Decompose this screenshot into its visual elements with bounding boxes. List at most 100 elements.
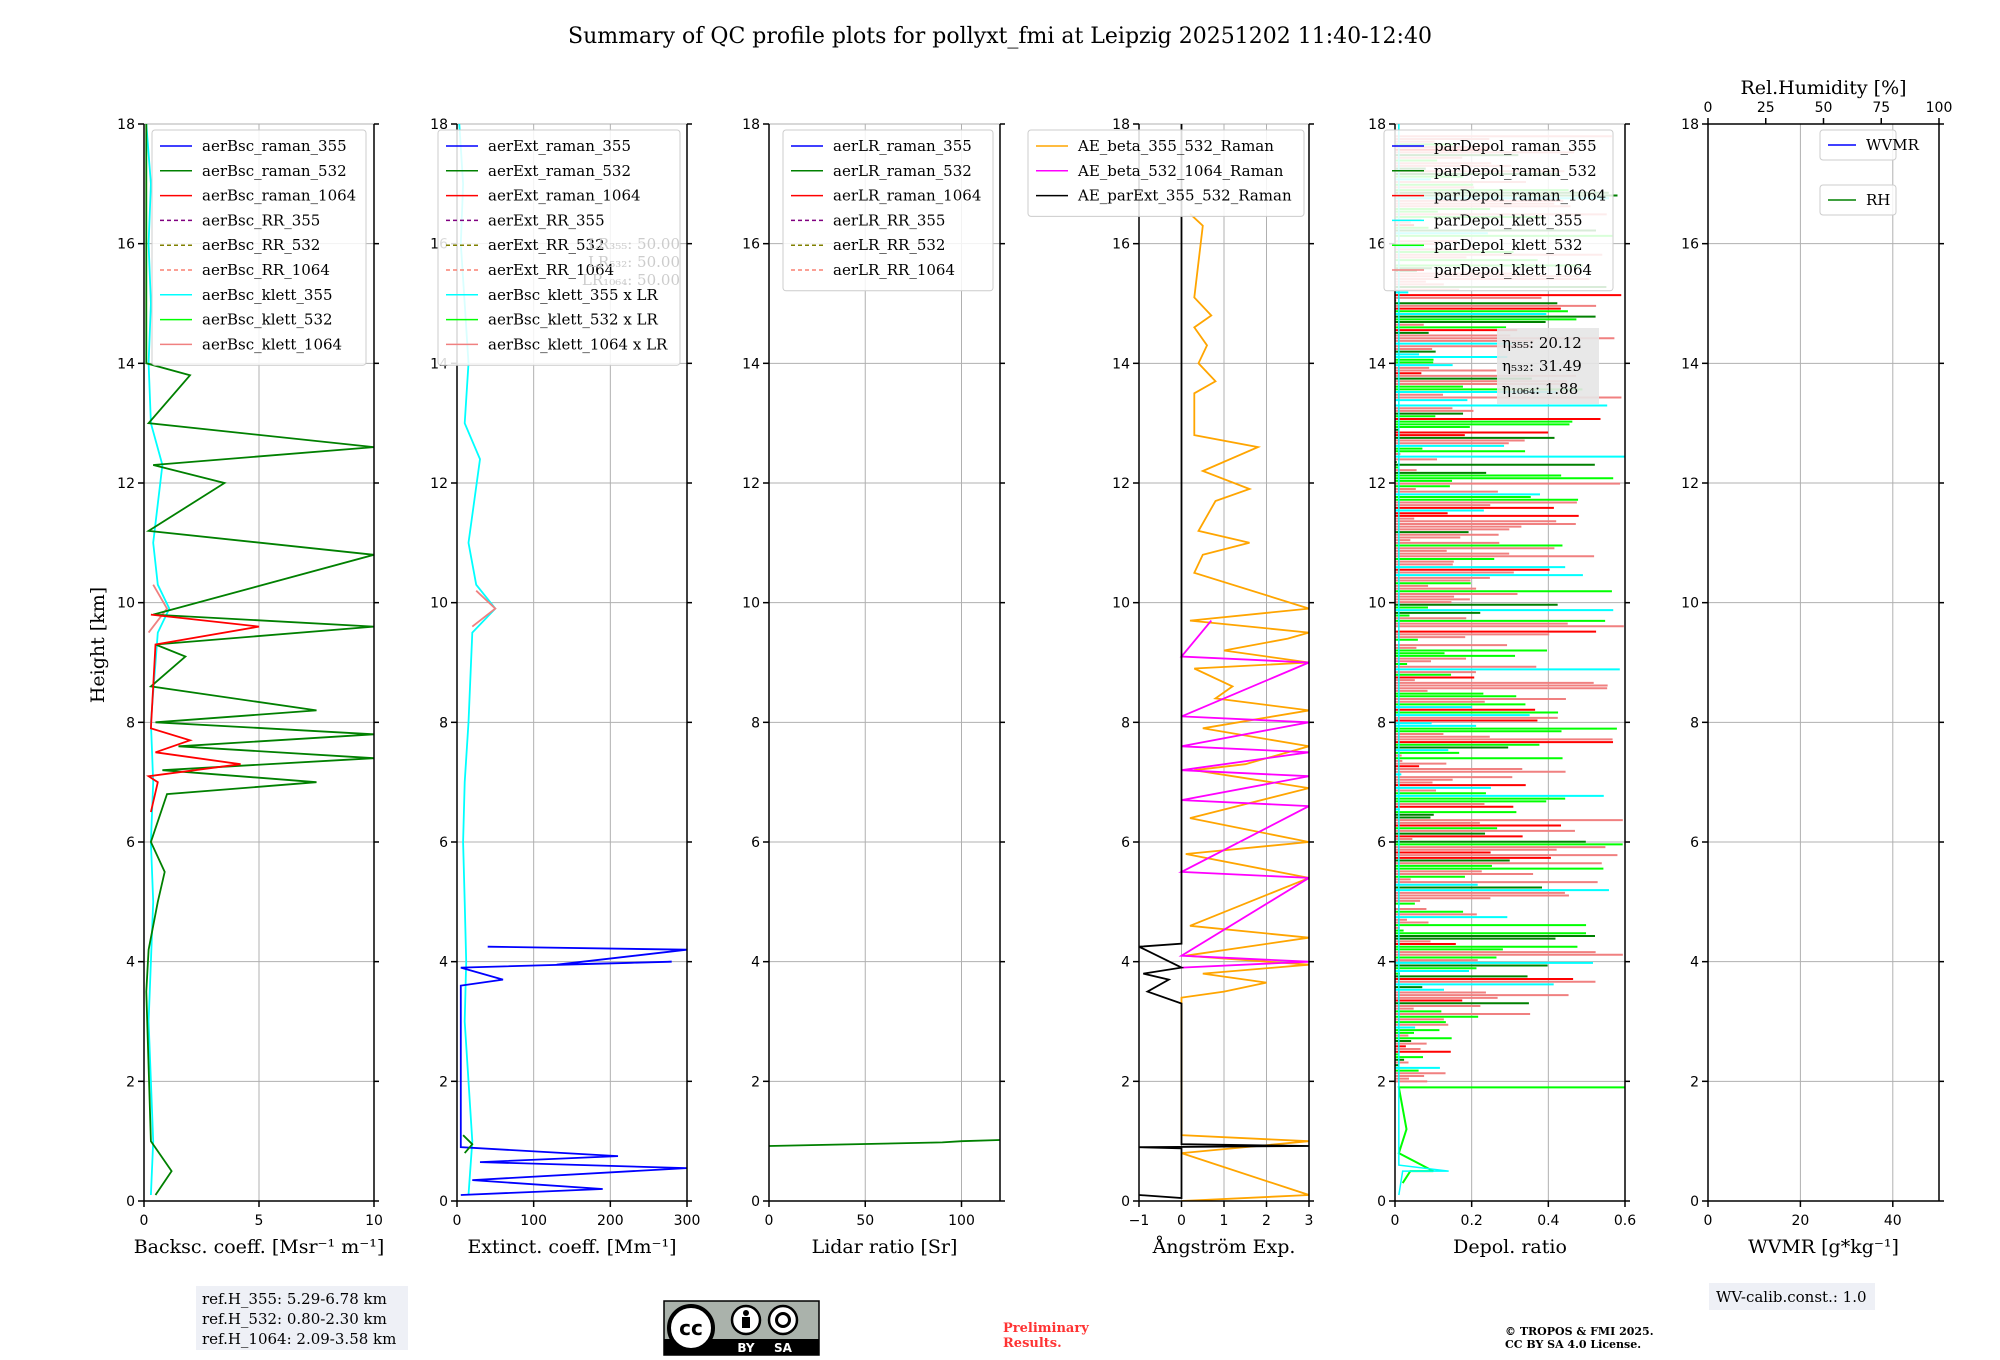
y-tick-label: 8 <box>126 715 135 731</box>
legend-label: aerBsc_klett_532 <box>202 311 333 329</box>
y-tick-label: 4 <box>751 955 760 971</box>
legend-box: aerLR_raman_355 aerLR_raman_532 aerLR_rama… <box>782 129 994 292</box>
copyright-line1: © TROPOS & FMI 2025. <box>1505 1325 1654 1338</box>
legend-label: aerLR_RR_355 <box>833 211 945 229</box>
legend-label: parDepol_raman_355 <box>1434 137 1597 155</box>
x-tick-label: 0 <box>1177 1213 1186 1229</box>
y-tick-label: 0 <box>751 1194 760 1210</box>
y-axis-label: Height [km] <box>87 587 109 703</box>
y-tick-label: 0 <box>1690 1194 1699 1210</box>
y-tick-label: 12 <box>1112 476 1130 492</box>
eta-note: η₃₅₅: 20.12 <box>1502 334 1582 352</box>
x-tick-label: 300 <box>674 1213 701 1229</box>
top-axis-label: Rel.Humidity [%] <box>1740 77 1906 99</box>
wv-calib-box: WV-calib.const.: 1.0 <box>1709 1283 1875 1310</box>
legend-label: aerBsc_klett_355 <box>202 286 333 304</box>
legend-box: RH <box>1819 184 1897 216</box>
legend-label: aerLR_RR_532 <box>833 236 945 254</box>
reference-height-note: ref.H_532: 0.80-2.30 km <box>202 1310 387 1328</box>
y-tick-label: 8 <box>1690 715 1699 731</box>
wv-calib-note: WV-calib.const.: 1.0 <box>1716 1288 1867 1306</box>
series-group <box>1139 124 1309 1201</box>
legend-box: aerExt_raman_355 aerExt_raman_532 aerExt_r… <box>437 129 681 366</box>
top-x-tick-label: 75 <box>1872 100 1890 116</box>
x-tick-label: 0 <box>1704 1213 1713 1229</box>
y-tick-label: 4 <box>126 955 135 971</box>
y-tick-label: 8 <box>439 715 448 731</box>
legend-label: aerLR_raman_355 <box>833 137 972 155</box>
legend-label: aerBsc_klett_355 x LR <box>488 286 659 304</box>
series-ae_beta_532_1064_raman <box>1178 620 1309 969</box>
x-axis-label: Lidar ratio [Sr] <box>812 1236 958 1258</box>
y-tick-label: 14 <box>117 356 135 372</box>
y-tick-label: 16 <box>742 237 760 253</box>
y-tick-label: 4 <box>1377 955 1386 971</box>
y-tick-label: 14 <box>1681 356 1699 372</box>
panel-2: 0246810121416180100200300Extinct. coeff.… <box>430 117 700 1258</box>
y-tick-label: 12 <box>430 476 448 492</box>
y-tick-label: 18 <box>430 117 448 133</box>
x-tick-label: 1 <box>1220 1213 1229 1229</box>
cc-icon <box>667 1304 715 1352</box>
y-tick-label: 6 <box>1121 835 1130 851</box>
y-tick-label: 16 <box>117 237 135 253</box>
eta-note: η₁₀₆₄: 1.88 <box>1502 380 1578 398</box>
y-tick-label: 4 <box>1690 955 1699 971</box>
top-x-tick-label: 0 <box>1704 100 1713 116</box>
y-tick-label: 6 <box>439 835 448 851</box>
badge-sa-label: SA <box>774 1341 793 1355</box>
legend-label: aerExt_raman_532 <box>488 162 631 180</box>
eta-box: η₃₅₅: 20.12 η₅₃₂: 31.49 η₁₀₆₄: 1.88 <box>1497 328 1599 404</box>
top-x-tick-label: 100 <box>1926 100 1953 116</box>
legend-label: AE_beta_355_532_Raman <box>1077 137 1274 155</box>
legend-label: aerExt_RR_1064 <box>488 261 614 279</box>
y-tick-label: 18 <box>742 117 760 133</box>
legend-label: parDepol_klett_1064 <box>1434 261 1592 279</box>
eta-note: η₅₃₂: 31.49 <box>1502 357 1582 375</box>
legend-label: aerExt_RR_532 <box>488 236 605 254</box>
note-bg <box>1709 1283 1875 1310</box>
y-tick-label: 14 <box>1368 356 1386 372</box>
x-axis-label: Backsc. coeff. [Msr⁻¹ m⁻¹] <box>134 1236 385 1258</box>
y-tick-label: 16 <box>1681 237 1699 253</box>
legend-label: aerBsc_RR_532 <box>202 236 320 254</box>
legend-frame <box>782 129 994 292</box>
legend-label: aerLR_raman_1064 <box>833 187 981 205</box>
legend-box: WVMR <box>1819 129 1920 161</box>
y-tick-label: 14 <box>1112 356 1130 372</box>
x-tick-label: 100 <box>948 1213 975 1229</box>
x-tick-label: 0 <box>140 1213 149 1229</box>
legend-label: parDepol_raman_532 <box>1434 162 1597 180</box>
panel-1: 0 2 4 6 8 10 12 14 16 18 0 5 10 Backsc. coeff. [Msr⁻¹… <box>117 117 408 1350</box>
series-group <box>769 1139 1000 1147</box>
legend-label: aerBsc_RR_355 <box>202 211 320 229</box>
series-ae_beta_355_532_raman <box>1180 213 1309 1201</box>
legend-label: WVMR <box>1866 136 1920 154</box>
series-aerbsc_klett_1064-x-lr <box>471 590 497 628</box>
y-tick-label: 2 <box>126 1074 135 1090</box>
y-tick-label: 4 <box>1121 955 1130 971</box>
x-tick-label: 0.6 <box>1614 1213 1636 1229</box>
legend-label: RH <box>1866 191 1890 209</box>
lidar-ratio-note: LR₁₀₆₄: 50.00 <box>582 271 680 289</box>
x-tick-label: 0 <box>1391 1213 1400 1229</box>
y-tick-label: 12 <box>1368 476 1386 492</box>
x-tick-label: 20 <box>1791 1213 1809 1229</box>
series-aerext_raman_532 <box>462 1134 474 1154</box>
x-tick-label: 2 <box>1262 1213 1271 1229</box>
legend-label: AE_beta_532_1064_Raman <box>1077 162 1284 180</box>
legend-frame <box>1383 129 1614 292</box>
y-tick-label: 4 <box>439 955 448 971</box>
series-aerlr_raman_532 <box>769 1139 1000 1147</box>
legend-frame <box>1819 129 1897 161</box>
y-tick-label: 18 <box>1368 117 1386 133</box>
y-tick-label: 12 <box>1681 476 1699 492</box>
svg-text:cc: cc <box>679 1316 703 1340</box>
y-tick-label: 0 <box>126 1194 135 1210</box>
legend-label: aerExt_raman_355 <box>488 137 631 155</box>
reference-height-note: ref.H_355: 5.29-6.78 km <box>202 1290 387 1308</box>
y-tick-label: 18 <box>1112 117 1130 133</box>
y-tick-label: 12 <box>742 476 760 492</box>
